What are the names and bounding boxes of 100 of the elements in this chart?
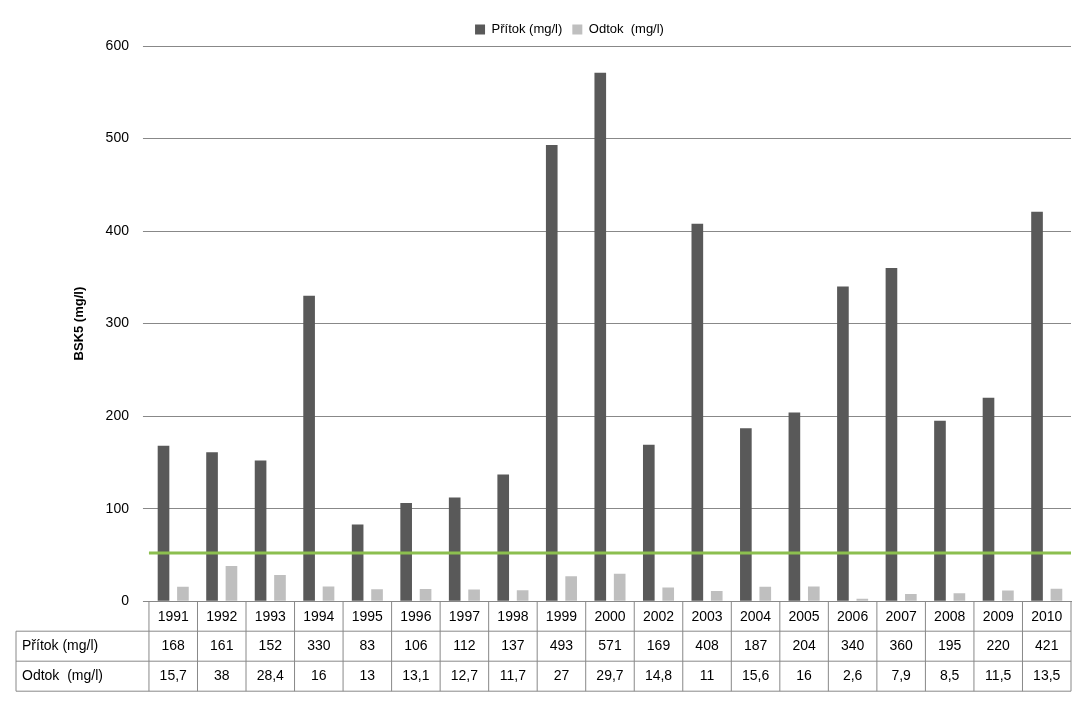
data-label: 137: [501, 637, 525, 654]
bar: [516, 590, 529, 601]
bar: [905, 593, 917, 601]
x-tick-label: 2006: [837, 608, 869, 625]
data-label: 16: [311, 667, 327, 684]
bar: [662, 587, 675, 601]
data-label: 11,5: [985, 667, 1012, 684]
data-label: 11,7: [499, 667, 527, 684]
bar: [274, 574, 286, 601]
bar: [982, 397, 995, 601]
y-tick-label: 0: [121, 592, 130, 609]
data-label: 83: [359, 637, 376, 654]
x-tick-label: 1996: [400, 608, 432, 625]
bar: [691, 223, 704, 601]
bar: [400, 503, 412, 601]
data-label: 7,9: [891, 667, 912, 684]
data-label: 15,6: [741, 667, 770, 684]
data-label: 169: [646, 637, 671, 654]
bar: [953, 593, 966, 601]
data-label: 340: [840, 637, 865, 654]
x-tick-label: 2010: [1031, 608, 1063, 625]
legend-label: Přítok (mg/l): [491, 21, 563, 37]
bar: [837, 286, 849, 601]
y-tick-label: 200: [105, 406, 130, 423]
bar: [565, 576, 577, 601]
x-tick-label: 2005: [788, 608, 820, 625]
x-tick-label: 2007: [885, 608, 917, 625]
bar: [177, 586, 189, 601]
x-tick-label: 1995: [351, 608, 384, 625]
y-axis-title: BSK5 (mg/l): [71, 286, 87, 361]
bar: [740, 428, 752, 601]
x-tick-label: 1991: [157, 608, 189, 625]
bar: [807, 586, 820, 601]
data-label: 14,8: [644, 667, 673, 684]
data-label: 408: [695, 637, 719, 654]
bar: [157, 445, 170, 601]
x-tick-label: 1992: [206, 608, 238, 625]
bar: [448, 497, 461, 601]
bar: [613, 573, 626, 601]
x-tick-label: 2002: [642, 608, 675, 625]
bar: [322, 586, 335, 601]
x-tick-label: 2003: [691, 608, 723, 625]
y-tick-label: 400: [105, 221, 130, 238]
bar: [545, 145, 558, 601]
bar: [419, 589, 432, 601]
bar: [206, 452, 218, 601]
data-label: 8,5: [939, 667, 960, 684]
data-label: 28,4: [256, 667, 285, 684]
bar: [788, 412, 801, 601]
data-label: 13: [359, 667, 376, 684]
data-label: 38: [213, 667, 230, 684]
x-tick-label: 1999: [545, 608, 578, 625]
y-tick-label: 500: [105, 129, 130, 146]
data-label: 29,7: [596, 667, 624, 684]
data-label: 13,1: [402, 667, 430, 684]
text: Přítok (mg/l): [22, 637, 99, 654]
data-label: 27: [553, 667, 570, 684]
text: Odtok (mg/l): [22, 667, 103, 684]
bar: [303, 295, 315, 601]
bar: [371, 589, 383, 601]
bar: [254, 460, 267, 601]
data-label: 220: [986, 637, 1011, 654]
data-label: 330: [307, 637, 331, 654]
y-tick-label: 100: [105, 499, 130, 516]
x-tick-label: 1997: [448, 608, 481, 625]
bar: [351, 524, 364, 601]
bar: [710, 591, 723, 601]
x-tick-label: 2008: [934, 608, 966, 625]
bar: [1031, 211, 1043, 601]
data-label: 15,7: [159, 667, 188, 684]
data-label: 493: [549, 637, 574, 654]
data-label: 16: [796, 667, 813, 684]
x-tick-label: 1993: [254, 608, 287, 625]
y-tick-label: 600: [105, 36, 130, 53]
x-tick-label: 1994: [303, 608, 335, 625]
legend-label: Odtok (mg/l): [588, 21, 664, 37]
data-label: 161: [210, 637, 234, 654]
data-label: 360: [889, 637, 914, 654]
data-label: 421: [1035, 637, 1059, 654]
data-label: 195: [938, 637, 962, 654]
data-label: 204: [792, 637, 816, 654]
bar: [468, 589, 480, 601]
bar: [497, 474, 510, 601]
bar: [642, 444, 655, 601]
y-tick-label: 300: [105, 314, 130, 331]
data-label: 152: [258, 637, 283, 654]
bar: [1050, 588, 1063, 601]
data-label: 112: [453, 637, 476, 654]
data-label: 13,5: [1033, 667, 1061, 684]
data-label: 187: [743, 637, 768, 654]
x-tick-label: 2000: [594, 608, 626, 625]
bar: [759, 586, 772, 601]
data-label: 12,7: [450, 667, 479, 684]
data-label: 571: [598, 637, 622, 654]
data-label: 2,6: [842, 667, 863, 684]
bar: [225, 566, 238, 601]
x-tick-label: 2009: [982, 608, 1014, 625]
bar: [934, 420, 946, 601]
bar: [885, 268, 898, 601]
x-tick-label: 1998: [497, 608, 529, 625]
